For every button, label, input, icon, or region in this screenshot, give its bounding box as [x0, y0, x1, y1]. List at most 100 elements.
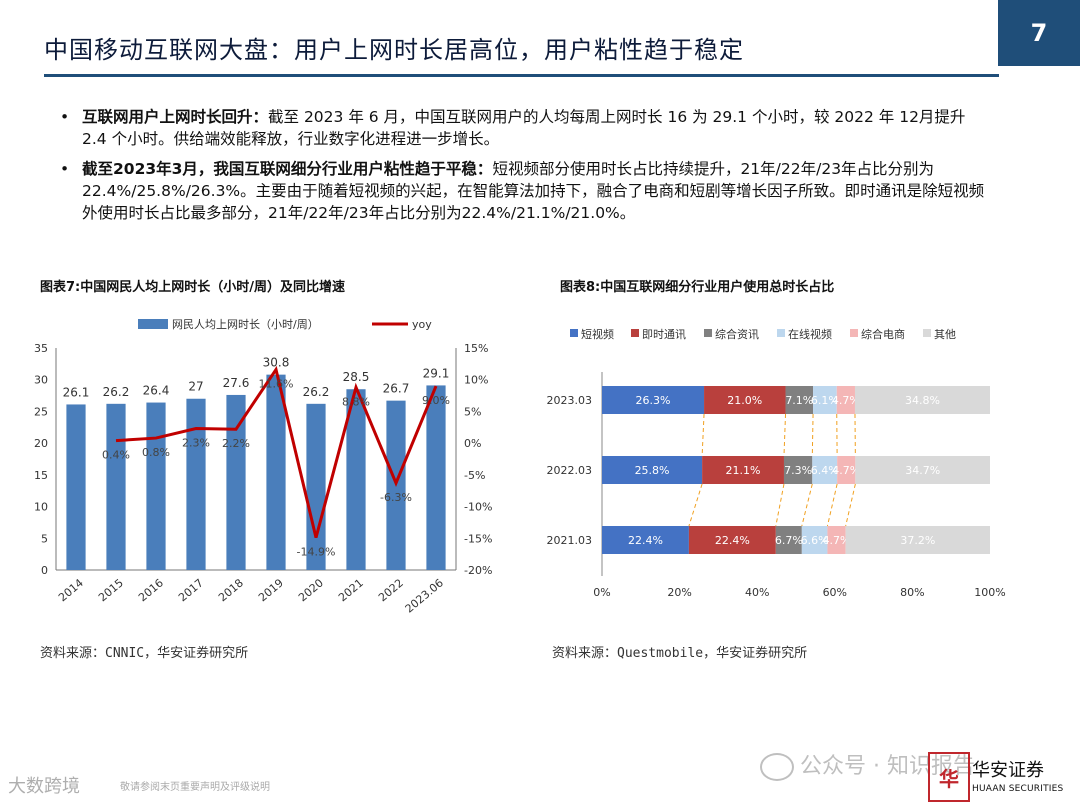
company-name-en: HUAAN SECURITIES	[972, 784, 1064, 794]
y2-tick-label: -15%	[464, 532, 492, 545]
stack-segment	[704, 386, 786, 414]
legend-label: 短视频	[581, 327, 614, 341]
bar	[106, 403, 126, 570]
connector-line	[783, 413, 787, 457]
yoy-value-label: -14.9%	[297, 546, 336, 559]
bullet-lead: 截至2023年3月，我国互联网细分行业用户粘性趋于平稳：	[82, 160, 493, 178]
legend-bar-label: 网民人均上网时长（小时/周）	[172, 318, 319, 331]
x-tick-label: 40%	[745, 586, 769, 599]
stack-segment	[688, 526, 776, 554]
stack-segment	[837, 456, 856, 484]
y2-tick-label: 5%	[464, 405, 481, 418]
y2-tick-label: 15%	[464, 342, 488, 355]
x-tick-label: 60%	[823, 586, 847, 599]
y-tick-label: 25	[34, 405, 48, 418]
x-tick-label: 2014	[56, 576, 86, 604]
category-label: 2022.03	[547, 464, 593, 477]
stack-segment	[812, 456, 838, 484]
bar-value-label: 27.6	[223, 376, 250, 390]
y-tick-label: 0	[41, 564, 48, 577]
legend-swatch	[631, 329, 639, 337]
connector-line	[845, 483, 856, 527]
wechat-watermark: 公众号 · 知识报告	[760, 748, 975, 781]
stack-segment	[602, 456, 703, 484]
page-title: 中国移动互联网大盘：用户上网时长居高位，用户粘性趋于稳定	[44, 36, 744, 64]
legend-label: 其他	[934, 328, 956, 341]
bar	[266, 374, 286, 570]
y-tick-label: 30	[34, 374, 48, 387]
y2-tick-label: 0%	[464, 437, 481, 450]
y-tick-label: 5	[41, 532, 48, 545]
stack-segment	[836, 386, 855, 414]
segment-value-label: 4.7%	[832, 464, 860, 477]
segment-value-label: 21.0%	[727, 394, 762, 407]
y-tick-label: 10	[34, 501, 48, 514]
category-label: 2023.03	[547, 394, 593, 407]
x-tick-label: 2018	[216, 576, 246, 604]
y-tick-label: 35	[34, 342, 48, 355]
legend-label: 综合资讯	[715, 327, 759, 341]
category-label: 2021.03	[547, 534, 593, 547]
x-tick-label: 2017	[176, 576, 206, 604]
stack-segment	[602, 526, 689, 554]
segment-value-label: 4.7%	[823, 534, 851, 547]
x-tick-label: 2015	[96, 576, 126, 604]
page-number: 7	[998, 0, 1080, 66]
bar-value-label: 26.4	[143, 384, 170, 398]
stack-segment	[845, 526, 990, 554]
y2-tick-label: 10%	[464, 374, 488, 387]
figure8-chart: 短视频 即时通讯 综合资讯 在线视频 综合电商 其他 0% 20% 40% 60% 80% 100% 2…	[547, 327, 1006, 599]
x-tick-label: 0%	[593, 586, 610, 599]
segment-value-label: 21.1%	[726, 464, 761, 477]
segment-value-label: 22.4%	[628, 534, 663, 547]
bar-value-label: 26.7	[383, 382, 410, 396]
legend-swatch	[570, 329, 578, 337]
yoy-value-label: 0.4%	[102, 449, 130, 462]
connector-line	[811, 413, 814, 457]
stack-segment	[785, 386, 814, 414]
segment-value-label: 22.4%	[715, 534, 750, 547]
segment-value-label: 34.7%	[905, 464, 940, 477]
connector-line	[688, 483, 703, 527]
x-tick-label: 2023.06	[403, 576, 446, 615]
stack-segment	[813, 386, 837, 414]
x-tick-label: 2016	[136, 576, 166, 604]
y2-tick-label: -20%	[464, 564, 492, 577]
yoy-value-label: 9.0%	[422, 394, 450, 407]
stack-segment	[801, 526, 828, 554]
figure8-source: 资料来源：Questmobile，华安证券研究所	[552, 646, 808, 661]
x-tick-label: 20%	[667, 586, 691, 599]
bullet-item: 截至2023年3月，我国互联网细分行业用户粘性趋于平稳：短视频部分使用时长占比持…	[58, 158, 988, 224]
bar	[186, 398, 206, 570]
segment-value-label: 6.4%	[811, 464, 839, 477]
bar-value-label: 27	[188, 380, 203, 394]
watermark-text: 公众号 · 知识报告	[800, 754, 975, 779]
yoy-line	[115, 365, 438, 539]
segment-value-label: 4.7%	[832, 394, 860, 407]
bar-value-label: 29.1	[423, 366, 450, 380]
company-name: 华安证券	[972, 760, 1044, 781]
bar	[226, 394, 246, 570]
footer-disclaimer: 敬请参阅末页重要声明及评级说明	[120, 782, 270, 793]
wechat-icon	[760, 753, 794, 781]
yoy-value-label: 2.2%	[222, 437, 250, 450]
title-divider	[44, 74, 999, 77]
stack-segment	[854, 386, 990, 414]
legend-line-label: yoy	[412, 318, 432, 331]
segment-value-label: 7.3%	[784, 464, 812, 477]
x-tick-label: 100%	[974, 586, 1005, 599]
bar	[306, 403, 326, 570]
legend-swatch	[777, 329, 785, 337]
y-tick-label: 15	[34, 469, 48, 482]
summary-bullets: 互联网用户上网时长回升：截至 2023 年 6 月，中国互联网用户的人均每周上网…	[58, 106, 988, 232]
legend-swatch	[704, 329, 712, 337]
bar-value-label: 30.8	[263, 356, 290, 370]
connector-line	[801, 483, 813, 527]
connector-line	[775, 483, 785, 527]
bar-value-label: 28.5	[343, 370, 370, 384]
yoy-value-label: 2.3%	[182, 437, 210, 450]
bar-value-label: 26.1	[63, 385, 90, 399]
y2-tick-label: -10%	[464, 501, 492, 514]
segment-value-label: 6.6%	[801, 534, 829, 547]
y2-tick-label: -5%	[464, 469, 485, 482]
